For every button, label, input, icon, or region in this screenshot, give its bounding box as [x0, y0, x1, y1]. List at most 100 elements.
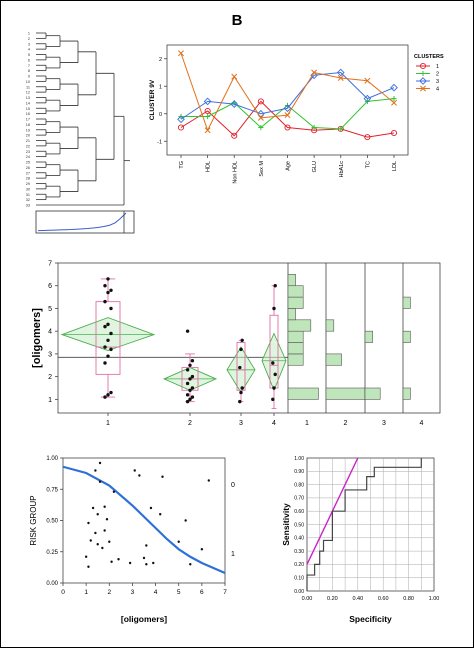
cluster-x-tick-label: LDL: [392, 161, 398, 171]
dendrogram-leaf-label: 14: [26, 101, 30, 105]
oligomers-point-4: [271, 397, 275, 402]
oligomers-point-3: [238, 399, 242, 404]
logistic-point: [200, 548, 204, 551]
cluster-series-point-4: [284, 112, 291, 119]
oligomers-point-2: [190, 386, 195, 390]
dendrogram-leaf-label: 10: [26, 80, 30, 84]
oligomers-y-tick-label: 7: [48, 261, 52, 268]
dendrogram-leaf-label: 17: [26, 118, 30, 122]
logistic-y-tick-label: 0.50: [46, 519, 58, 525]
cluster-series-point-2: [391, 96, 397, 102]
dendrogram-leaf-label: 6: [28, 58, 30, 62]
dendrogram-leaf-label: 29: [26, 182, 30, 186]
cluster-x-tick-label: TG: [179, 161, 185, 169]
logistic-point: [145, 563, 148, 566]
oligomers-point-4: [271, 361, 275, 365]
logistic-point: [128, 561, 132, 565]
histogram-bar-4: [402, 296, 411, 309]
histogram-bar-1: [287, 387, 319, 400]
roc-curve: [306, 458, 422, 591]
oligomers-point-2: [185, 329, 190, 333]
logistic-right-label: 1: [231, 551, 235, 558]
oligomers-y-tick-label: 4: [48, 329, 52, 336]
roc-y-tick-label: 0.20: [294, 562, 304, 568]
dendrogram-leaf-label: 23: [26, 150, 30, 154]
roc-y-tick-label: 0.10: [294, 576, 304, 582]
cluster-series-point-3: [230, 100, 239, 108]
cluster-plot-frame: [166, 44, 409, 156]
cluster-y-tick-label: 1: [159, 84, 162, 90]
cluster-series-point-1: [364, 134, 371, 141]
cluster-series-point-4: [178, 50, 184, 57]
logistic-point: [98, 480, 102, 483]
logistic-point: [108, 540, 111, 543]
cluster-x-tick-label: HbA1c: [339, 161, 345, 178]
oligomers-point-1: [109, 331, 113, 336]
logistic-point: [161, 475, 164, 478]
logistic-point: [87, 521, 90, 525]
logistic-point: [159, 513, 162, 516]
cluster-y-tick-label: 2: [159, 57, 162, 63]
logistic-point: [184, 519, 187, 522]
histogram-bar-4: [402, 330, 411, 343]
dendrogram-panel: 1234567891011121314151617181920212223242…: [26, 32, 135, 234]
roc-y-tick-label: 0.40: [294, 536, 304, 542]
roc-y-tick-label: 1.00: [294, 456, 304, 462]
oligomers-point-1: [106, 277, 110, 281]
oligomers-point-4: [272, 386, 276, 390]
logistic-point: [177, 540, 180, 543]
roc-y-tick-label: 0.70: [294, 496, 304, 502]
cluster-legend-marker: [420, 70, 426, 77]
cluster-series-line-3: [180, 71, 395, 120]
roc-y-axis-title: Sensitivity: [281, 503, 291, 546]
dendrogram-leaf-label: 18: [26, 123, 30, 127]
logistic-x-tick-label: 1: [84, 589, 88, 596]
oligomers-box-3: [236, 342, 246, 391]
oligomers-point-1: [106, 338, 110, 342]
oligomers-point-2: [188, 397, 192, 402]
logistic-point: [89, 539, 92, 542]
oligomers-point-1: [109, 390, 113, 395]
logistic-point: [94, 469, 97, 472]
roc-y-tick-label: 0.60: [294, 509, 304, 515]
histogram-bar-2: [325, 319, 335, 332]
logistic-point: [145, 544, 148, 547]
cluster-series-point-3: [390, 83, 398, 92]
cluster-series-point-4: [311, 69, 318, 76]
roc-x-tick-label: 0.60: [378, 596, 389, 602]
logistic-y-tick-label: 1.00: [46, 456, 58, 462]
histogram-x-label: 2: [344, 420, 348, 427]
cluster-series-point-1: [177, 124, 185, 131]
histogram-bar-1: [287, 285, 304, 298]
logistic-x-tick-label: 2: [107, 589, 111, 596]
logistic-panel: 0.00 0.25 0.50 0.75 1.00 0 1 2 3 4 5 6 7 [oligomers] R…: [29, 456, 235, 624]
logistic-point: [138, 474, 141, 477]
logistic-x-tick-label: 5: [177, 589, 181, 596]
distance-plot-frame: [35, 210, 135, 234]
dendrogram-leaf-label: 15: [26, 107, 30, 111]
histogram-bar-4: [402, 387, 411, 400]
logistic-x-tick-label: 0: [61, 589, 65, 596]
oligomers-point-3: [239, 390, 243, 395]
dendrogram-leaf-label: 1: [28, 32, 30, 36]
logistic-point: [105, 518, 109, 521]
cluster-x-tick-label: Sex M: [259, 161, 265, 177]
cluster-series-point-1: [231, 132, 238, 139]
oligomers-point-1: [103, 284, 107, 288]
roc-x-tick-label: 0.20: [327, 596, 338, 602]
logistic-right-label: 0: [231, 482, 235, 489]
oligomers-point-2: [190, 359, 195, 363]
logistic-plot-frame: [62, 457, 226, 584]
cluster-x-tick-label: GLU: [312, 161, 318, 172]
logistic-x-axis-title: [oligomers]: [121, 614, 167, 624]
cluster-series-point-3: [177, 115, 185, 124]
oligomers-box-1: [95, 301, 121, 375]
logistic-point: [189, 563, 192, 566]
dendrogram-leaf-label: 33: [26, 204, 30, 208]
oligomers-point-1: [103, 324, 107, 329]
roc-y-tick-label: 0.90: [294, 469, 304, 475]
oligomers-point-1: [103, 345, 107, 349]
oligomers-y-tick-label: 3: [48, 351, 52, 358]
histogram-x-label: 4: [420, 420, 424, 427]
oligomers-point-1: [109, 347, 113, 352]
